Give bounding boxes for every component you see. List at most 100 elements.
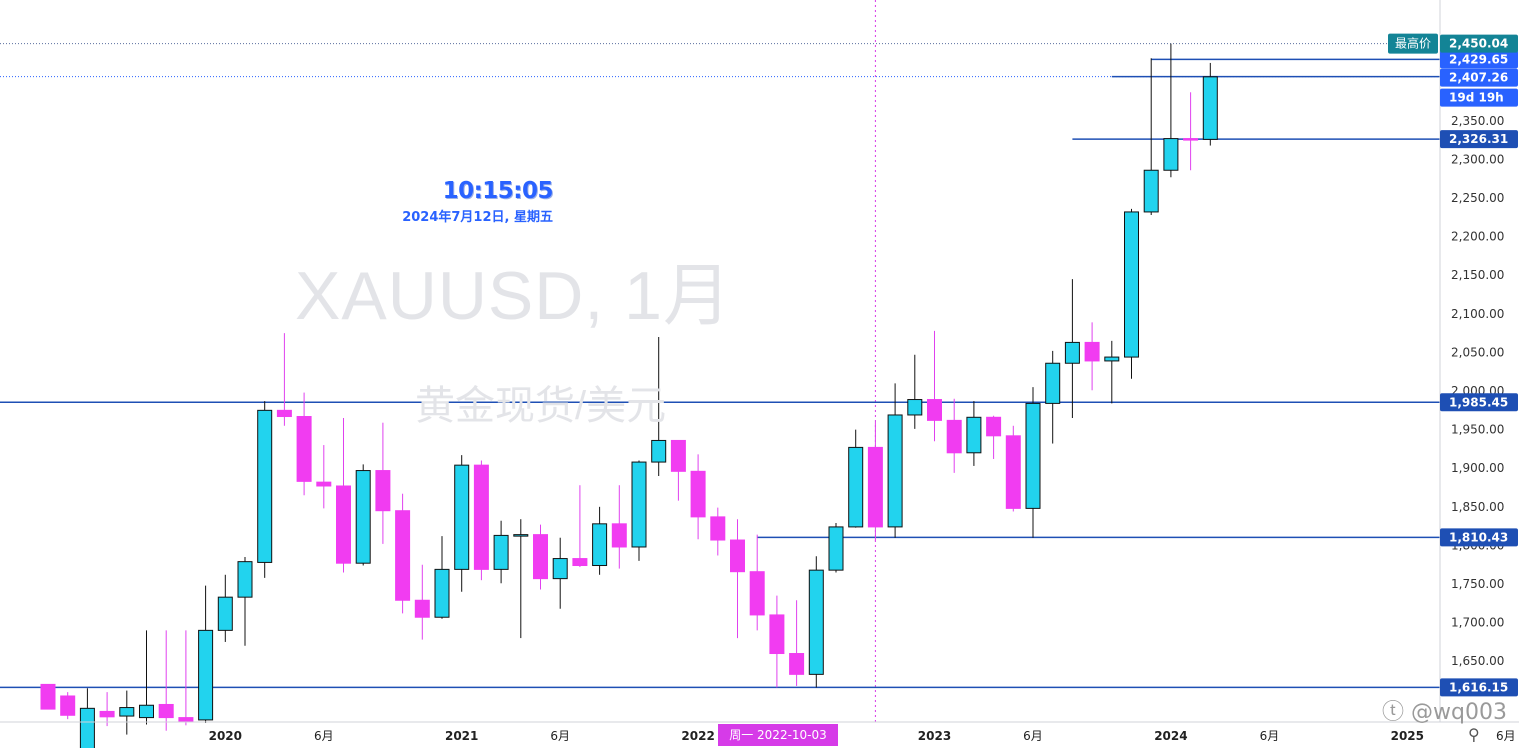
symbol-watermark: XAUUSD, 1月	[295, 258, 732, 334]
candle-body	[1005, 435, 1021, 509]
candle	[631, 460, 647, 561]
price-tick-label: 1,950.00	[1451, 423, 1504, 437]
instrument-name-watermark: 黄金现货/美元	[415, 384, 667, 428]
candle-body	[611, 523, 627, 548]
candle	[1124, 208, 1139, 379]
candle	[139, 630, 154, 725]
candle-body	[986, 416, 1002, 437]
level-price-label: 2,326.31	[1440, 130, 1518, 149]
candle	[789, 600, 805, 686]
candle	[473, 460, 489, 581]
price-tick-label: 2,300.00	[1451, 152, 1504, 166]
candle	[552, 537, 568, 609]
price-tick-label: 2,100.00	[1451, 307, 1504, 321]
last-price-label: 2,407.26	[1440, 68, 1518, 87]
candle	[434, 536, 450, 619]
candle	[670, 439, 686, 501]
candle	[178, 630, 194, 726]
candle	[848, 429, 864, 528]
price-tick-label: 1,900.00	[1451, 461, 1504, 475]
candle-body	[217, 596, 233, 631]
candle-body	[1183, 138, 1199, 141]
crosshair-date-label: 周一 2022-10-03	[718, 724, 838, 746]
candle-body	[887, 414, 903, 528]
author-watermark: ⓣ @wq003	[1382, 700, 1507, 725]
candle-body	[257, 409, 273, 563]
candle	[296, 392, 312, 496]
candle-body	[1084, 341, 1100, 362]
candle-body	[395, 510, 411, 601]
candle	[828, 523, 844, 573]
time-tick-label: 2023	[918, 729, 951, 743]
candle	[1045, 350, 1061, 444]
time-tick-label: 2022	[681, 729, 714, 743]
candle	[119, 690, 135, 735]
candle-body	[789, 653, 805, 675]
candle	[887, 383, 903, 538]
price-tick-label: 2,200.00	[1451, 230, 1504, 244]
candle-body	[237, 561, 253, 598]
candle	[1163, 43, 1179, 178]
price-axis-background	[1440, 0, 1519, 748]
clock-date: 2024年7月12日, 星期五	[402, 210, 553, 225]
candle	[986, 415, 1002, 459]
candle-body	[336, 485, 351, 564]
candle-body	[670, 439, 686, 472]
candle	[1104, 340, 1120, 404]
candle-body	[533, 534, 548, 580]
candle-body	[355, 470, 371, 564]
time-tick-label: 2025	[1391, 729, 1424, 743]
candle-body	[907, 399, 923, 416]
time-tick-label: 6月	[314, 729, 334, 743]
candle	[907, 354, 923, 429]
candle-body	[1045, 362, 1061, 404]
svg-text:19d 19h: 19d 19h	[1449, 91, 1504, 105]
candle	[730, 519, 745, 639]
candle-body	[1143, 169, 1159, 213]
candle-body	[769, 614, 785, 655]
level-price-label: 1,985.45	[1440, 393, 1518, 412]
candle-body	[158, 703, 174, 719]
candle-body	[808, 569, 824, 675]
candle-body	[119, 707, 135, 717]
candle	[1005, 425, 1021, 512]
candle	[808, 556, 824, 688]
candle-body	[1124, 211, 1139, 358]
search-icon[interactable]: ⚲	[1468, 725, 1480, 744]
candle	[60, 692, 76, 720]
svg-text:2,429.65: 2,429.65	[1449, 52, 1508, 66]
candle-body	[651, 439, 667, 463]
candle-body	[572, 558, 588, 567]
candle-body	[690, 470, 706, 518]
candle	[690, 454, 706, 540]
price-tick-label: 2,150.00	[1451, 268, 1504, 282]
time-tick-label: 6月	[550, 729, 570, 743]
candle-body	[99, 710, 115, 718]
candle-body	[927, 399, 942, 421]
candle	[1025, 387, 1041, 538]
svg-text:1,810.43: 1,810.43	[1449, 530, 1508, 544]
candle	[867, 421, 883, 542]
high-tag: 最高价	[1388, 33, 1438, 54]
candle-body	[316, 481, 332, 487]
svg-text:2,407.26: 2,407.26	[1449, 71, 1508, 85]
level-price-label: 1,810.43	[1440, 528, 1518, 547]
candle-body	[375, 470, 391, 512]
candle-body	[828, 526, 844, 571]
svg-text:2,326.31: 2,326.31	[1449, 132, 1508, 146]
price-tick-label: 1,750.00	[1451, 577, 1504, 591]
candle-body	[592, 523, 608, 567]
candle-body	[79, 707, 95, 748]
candle	[158, 630, 174, 731]
candle	[336, 418, 351, 573]
time-tick-label: 6月	[1260, 729, 1280, 743]
candle	[198, 585, 214, 723]
candle-body	[198, 629, 214, 721]
candle	[355, 464, 371, 566]
level-price-label: 2,429.65	[1440, 50, 1518, 69]
svg-text:最高价: 最高价	[1395, 36, 1431, 51]
candle	[769, 595, 785, 688]
candle-body	[40, 683, 56, 710]
candle-body	[1163, 138, 1179, 171]
